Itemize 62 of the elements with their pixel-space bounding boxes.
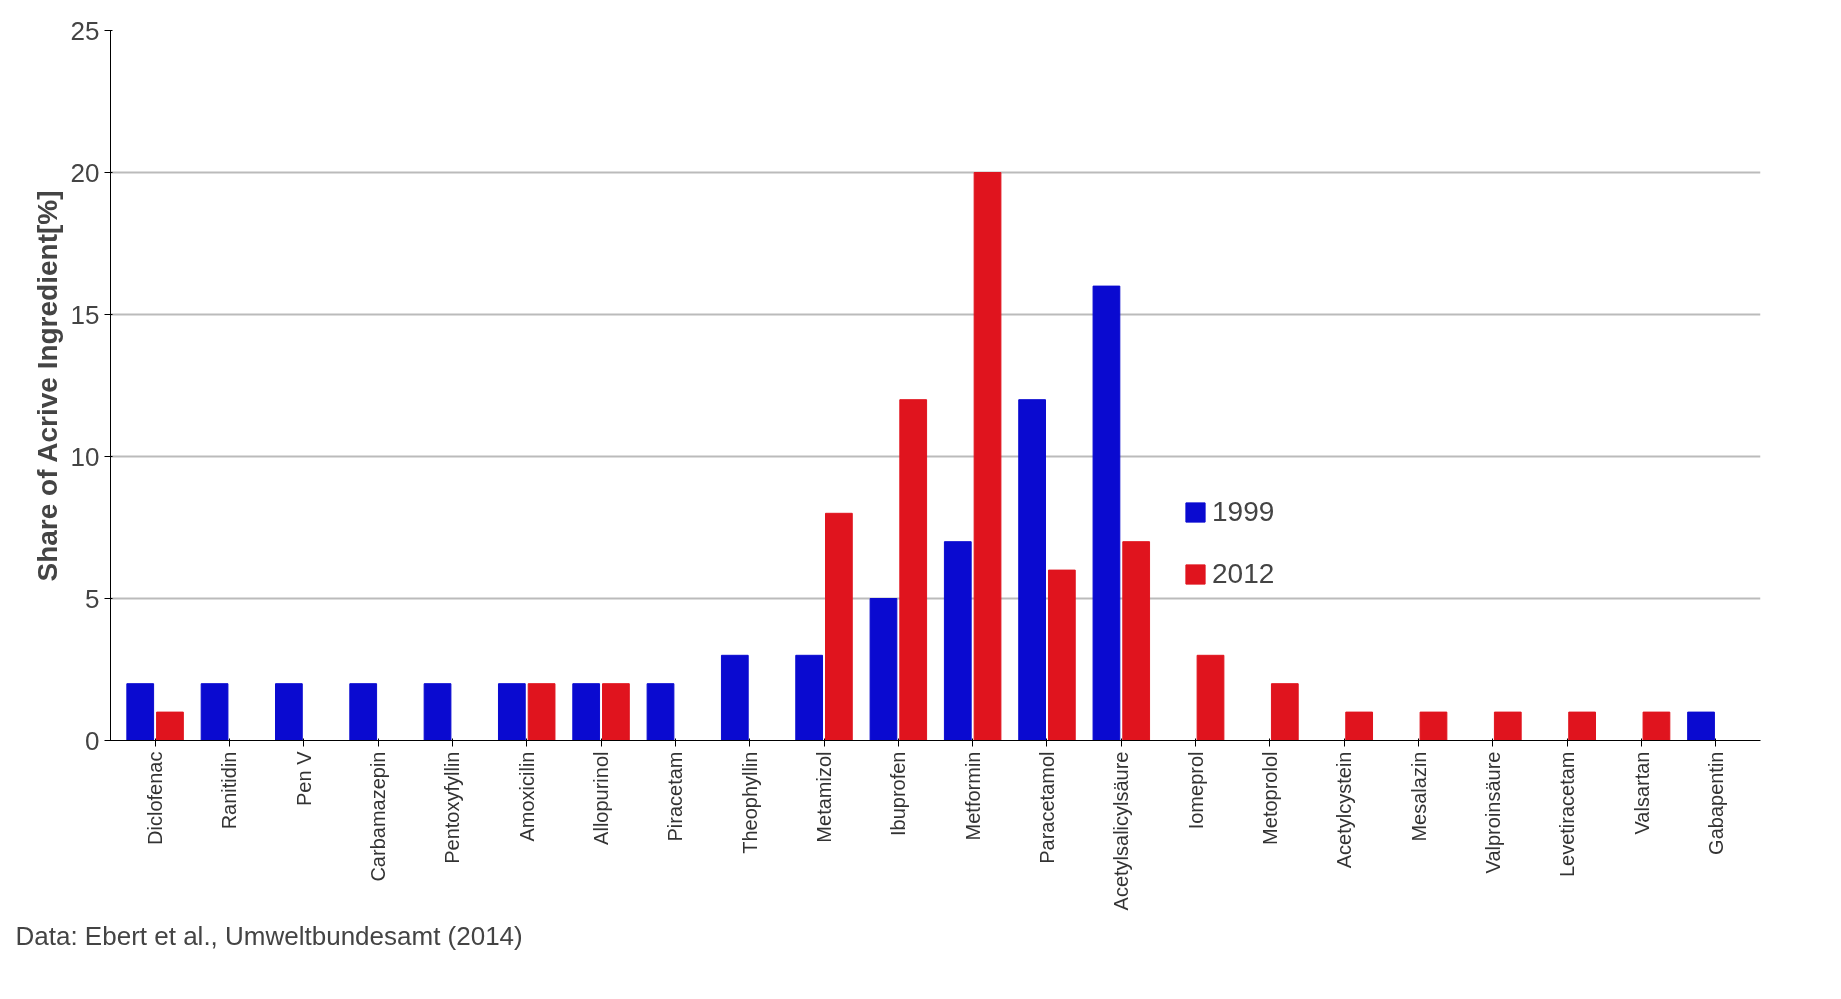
bar (973, 172, 1002, 741)
x-tick-label: Mesalazin (1407, 751, 1430, 842)
x-tick-label: Theophyllin (738, 751, 761, 854)
bar (1493, 711, 1522, 741)
bar (1687, 711, 1715, 741)
bar (1122, 541, 1151, 741)
x-tick-label: Metformin (961, 751, 984, 841)
x-tick-label: Pentoxyfyllin (441, 751, 464, 864)
bar (646, 683, 675, 741)
bar (1568, 711, 1596, 741)
x-tick-label: Diclofenac (144, 751, 167, 845)
bar (497, 683, 526, 741)
x-tick-label: Acetylcystein (1333, 751, 1356, 869)
y-tick-label: 10 (70, 441, 100, 472)
x-tick-label: Gabapentin (1704, 751, 1727, 855)
x-tick-label: Iomeprol (1184, 751, 1207, 830)
bar (825, 512, 853, 741)
bar (156, 711, 184, 741)
bar (275, 683, 303, 741)
bar (1018, 399, 1046, 741)
x-tick-label: Pen V (292, 750, 315, 806)
bar (943, 541, 972, 741)
x-tick-label: Valproinsäure (1481, 751, 1504, 874)
x-tick-label: Levetiracetam (1556, 751, 1579, 878)
bar (126, 683, 155, 741)
bar (423, 683, 452, 741)
bar (869, 598, 898, 741)
bar (1196, 654, 1225, 741)
text: Data: Ebert et al., Umweltbundesamt (2014) (15, 920, 523, 951)
x-tick-label: Ranitidin (218, 751, 241, 830)
x-tick-label: Ibuprofen (887, 751, 910, 837)
bar (1642, 711, 1671, 741)
bar (1047, 569, 1076, 741)
bar (720, 654, 749, 741)
x-tick-label: Carbamazepin (367, 751, 390, 882)
y-tick-label: 15 (70, 299, 100, 330)
x-tick-label: Valsartan (1630, 751, 1653, 835)
x-tick-label: Metamizol (813, 751, 836, 843)
bar (795, 654, 824, 741)
x-tick-label: Piracetam (664, 751, 687, 842)
bar (527, 683, 556, 741)
x-tick-label: Metoprolol (1258, 751, 1281, 845)
y-tick-label: 5 (85, 583, 100, 614)
y-tick-label: 25 (70, 15, 100, 46)
legend-label: 1999 (1212, 496, 1275, 528)
bar (899, 399, 928, 741)
bar (602, 683, 630, 741)
bar (200, 683, 229, 741)
y-tick-label: 20 (70, 157, 100, 188)
bar (1419, 711, 1448, 741)
x-tick-label: Acetylsalicylsäure (1110, 751, 1133, 911)
bar (572, 683, 601, 741)
legend-label: 2012 (1212, 558, 1275, 590)
bar (1345, 711, 1374, 741)
bar (1092, 285, 1121, 741)
y-axis-title: Share of Acrive Ingredient[%] (31, 190, 63, 582)
y-tick-label: 0 (85, 725, 100, 756)
x-tick-label: Allopurinol (590, 751, 613, 845)
bar (349, 683, 378, 741)
x-tick-label: Amoxicilin (515, 751, 538, 842)
x-tick-label: Paracetamol (1035, 751, 1058, 864)
bar (1270, 683, 1299, 741)
